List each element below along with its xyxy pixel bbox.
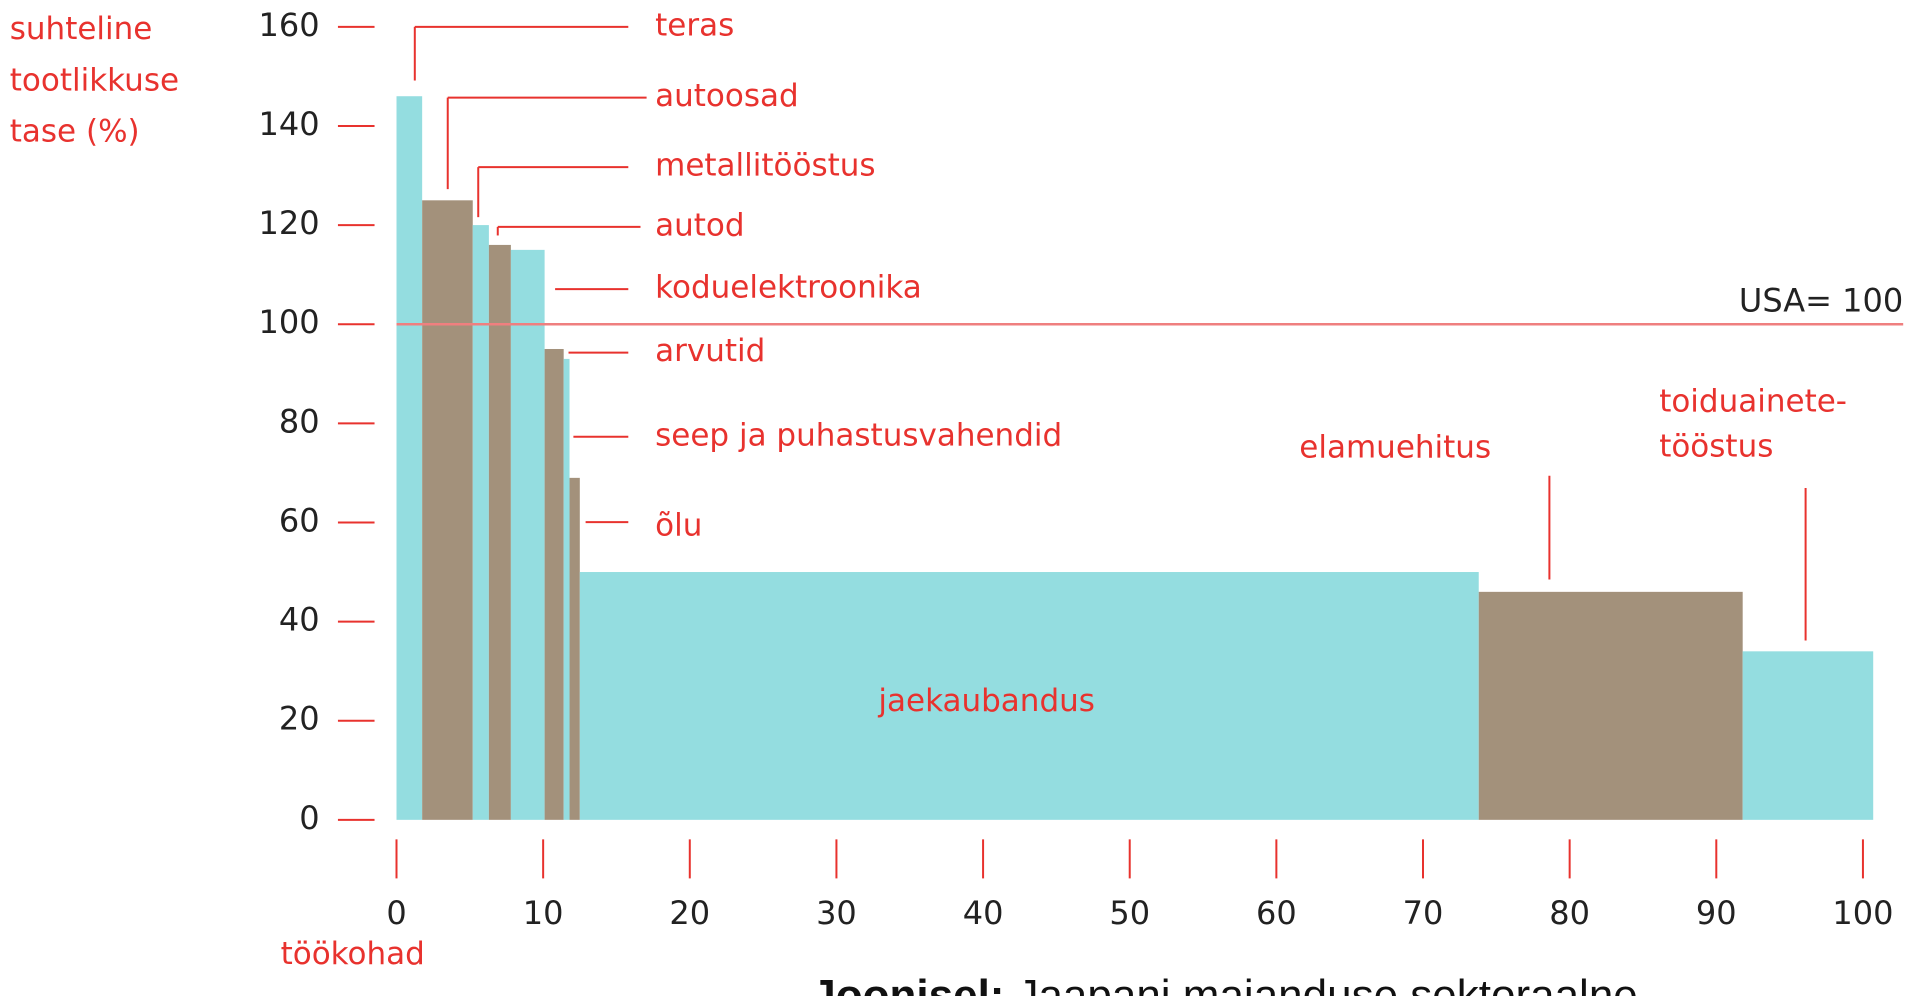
category-label: toiduainete-tööstus [1659,383,1847,464]
y-tick-label: 140 [259,105,320,143]
reference-label: USA= 100 [1739,282,1903,320]
y-tick-label: 80 [279,402,320,440]
bar [472,225,489,820]
y-tick-label: 120 [259,204,320,242]
bar [1742,651,1874,820]
caption-text: Jaapani majanduse sektoraalne [1016,971,1637,996]
bar [579,572,1479,820]
y-tick-label: 40 [279,601,320,639]
x-tick-label: 30 [816,894,857,932]
bar [422,200,473,820]
x-tick-label: 60 [1256,894,1297,932]
x-tick-label: 50 [1109,894,1150,932]
y-axis-label: suhteline tootlikkuse tase (%) [10,11,179,149]
x-tick-label: 100 [1832,894,1893,932]
bar [510,249,545,820]
x-tick-label: 80 [1549,894,1590,932]
bar [563,358,570,820]
category-label: koduelektroonika [655,270,922,306]
category-label: seep ja puhastusvahendid [655,417,1062,453]
y-tick-label: 0 [299,799,319,837]
y-tick-label: 20 [279,700,320,738]
category-label: õlu [655,508,702,544]
x-tick-label: 0 [386,894,406,932]
bar [569,477,580,820]
category-label: autod [655,207,744,243]
x-tick-label: 90 [1696,894,1737,932]
caption: Joonisel: Jaapani majanduse sektoraalne [811,971,1637,996]
category-label: metallitööstus [655,148,875,184]
y-tick-label: 100 [259,303,320,341]
bar [1478,591,1743,820]
bar [396,96,423,820]
x-tick-label: 20 [669,894,710,932]
category-label: elamuehitus [1299,429,1491,465]
x-tick-label: 70 [1403,894,1444,932]
bar [488,244,511,820]
x-axis-label: töökohad [281,936,425,972]
x-tick-label: 10 [523,894,564,932]
caption-bold: Joonisel: [811,971,1004,996]
y-tick-label: 160 [259,6,320,44]
category-label: jaekaubandus [877,683,1095,719]
y-tick-label: 60 [279,501,320,539]
bar [544,348,564,820]
category-label: autoosad [655,78,799,114]
x-tick-label: 40 [963,894,1004,932]
category-label: arvutid [655,333,765,369]
category-label: teras [655,7,734,43]
